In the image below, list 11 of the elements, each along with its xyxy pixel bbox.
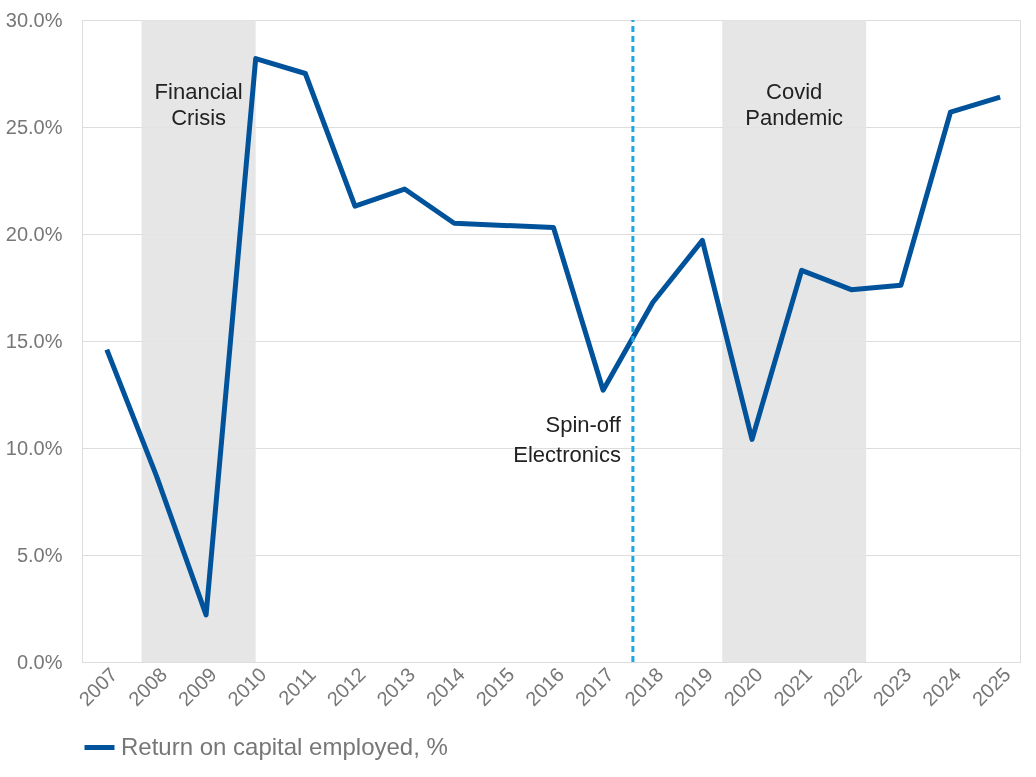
y-tick-label: 20.0% — [5, 222, 63, 245]
y-tick-label: 0.0% — [16, 650, 63, 673]
y-tick-label: 15.0% — [5, 329, 63, 352]
y-tick-label: 25.0% — [5, 115, 63, 138]
y-tick-label: 10.0% — [5, 436, 63, 459]
band-label: Financial Crisis — [154, 79, 243, 130]
y-tick-label: 30.0% — [5, 8, 63, 31]
band-label: Covid Pandemic — [745, 79, 844, 130]
y-tick-label: 5.0% — [16, 543, 63, 566]
legend-label: Return on capital employed, % — [121, 732, 448, 760]
ref-line-label: Spin-off Electronics — [513, 412, 622, 467]
